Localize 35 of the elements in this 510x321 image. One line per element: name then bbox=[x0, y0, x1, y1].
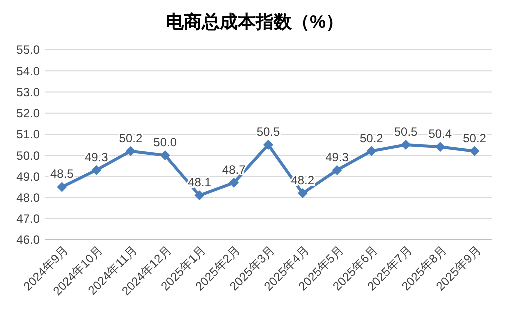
data-label: 50.0 bbox=[154, 136, 178, 150]
chart-title: 电商总成本指数（%） bbox=[166, 12, 344, 32]
point bbox=[92, 165, 102, 176]
data-label: 49.3 bbox=[326, 150, 350, 164]
y-tick-label: 50.0 bbox=[16, 148, 40, 163]
y-tick-label: 55.0 bbox=[16, 43, 40, 58]
data-label: 48.7 bbox=[222, 163, 246, 177]
point bbox=[435, 142, 446, 152]
y-tick-label: 48.0 bbox=[16, 190, 40, 205]
point bbox=[401, 140, 412, 150]
point bbox=[298, 188, 308, 199]
y-tick-label: 53.0 bbox=[16, 85, 40, 100]
data-label: 49.3 bbox=[84, 150, 109, 164]
data-label: 50.4 bbox=[428, 127, 452, 142]
y-tick-label: 52.0 bbox=[16, 106, 40, 121]
point bbox=[160, 150, 170, 161]
data-label: 50.5 bbox=[394, 125, 418, 139]
y-tick-label: 51.0 bbox=[16, 128, 40, 142]
y-tick-label: 49.0 bbox=[16, 170, 40, 184]
y-tick-label: 46.0 bbox=[16, 233, 40, 248]
y-tick-label: 54.0 bbox=[16, 64, 40, 78]
data-label: 50.2 bbox=[119, 131, 143, 146]
point bbox=[57, 182, 68, 192]
data-label: 48.5 bbox=[50, 167, 74, 182]
data-label: 50.2 bbox=[463, 131, 487, 146]
y-tick-label: 47.0 bbox=[16, 212, 40, 226]
point bbox=[126, 146, 136, 156]
point bbox=[470, 146, 480, 156]
data-label: 50.5 bbox=[256, 125, 280, 139]
point bbox=[264, 140, 274, 150]
data-label: 50.2 bbox=[360, 131, 384, 146]
point bbox=[332, 165, 342, 176]
point bbox=[229, 178, 240, 188]
point bbox=[366, 146, 377, 156]
point bbox=[194, 190, 205, 201]
